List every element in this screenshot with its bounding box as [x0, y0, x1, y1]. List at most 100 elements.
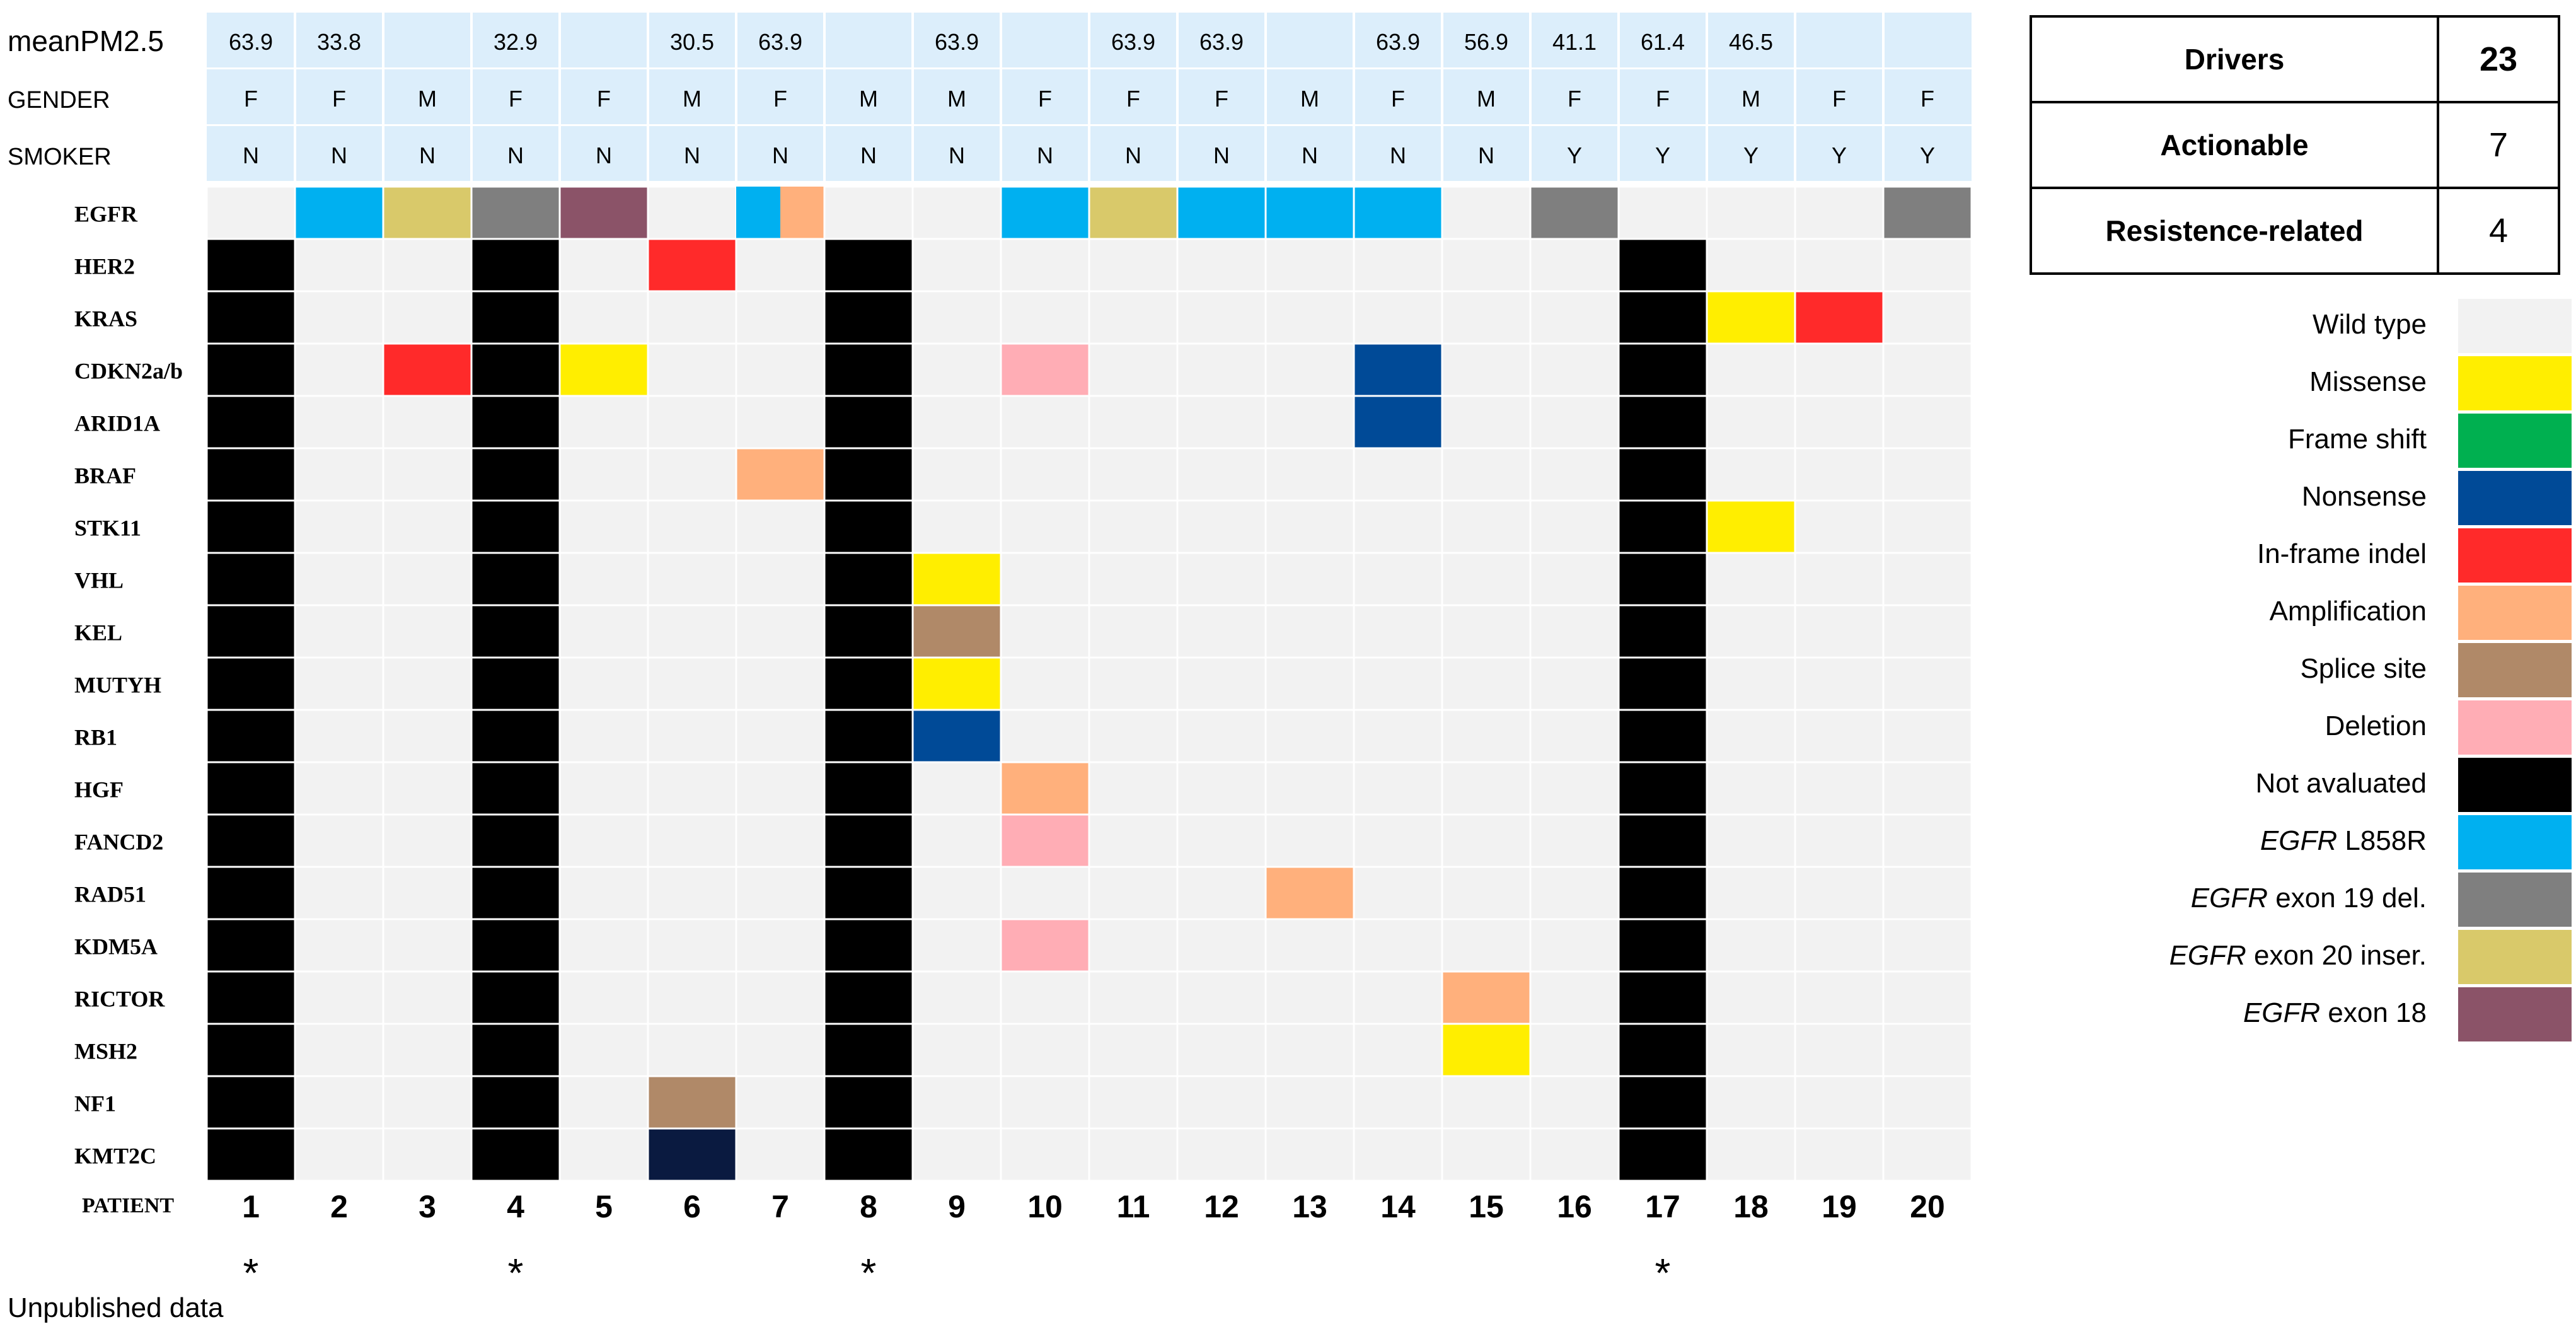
heatmap-cell: [1176, 499, 1267, 554]
header-value: Y: [1920, 142, 1935, 168]
heatmap-cell: [1441, 447, 1532, 502]
heatmap-cell: [205, 552, 296, 606]
heatmap-cell: [382, 238, 473, 293]
heatmap-cell: [294, 395, 384, 450]
legend-swatch: [2458, 586, 2572, 640]
heatmap-cell: [1529, 1075, 1620, 1130]
heatmap-cell: [647, 866, 737, 920]
heatmap-cell: [1706, 656, 1796, 711]
heatmap-cell: [1264, 238, 1355, 293]
gene-label: MSH2: [74, 1039, 137, 1064]
heatmap-cell: [1794, 342, 1885, 397]
header-value: N: [1125, 142, 1141, 168]
heatmap-cell: [558, 1127, 649, 1182]
heatmap-cell: [470, 290, 561, 345]
header-value: N: [596, 142, 612, 168]
heatmap-cell: [1529, 1023, 1620, 1077]
heatmap-cell: [735, 1075, 826, 1130]
heatmap-cell: [823, 813, 914, 868]
heatmap-cell: [1441, 970, 1532, 1025]
heatmap-cell: [1617, 185, 1708, 240]
patient-tick-label: 2: [330, 1189, 348, 1224]
heatmap-cell: [1176, 918, 1267, 973]
heatmap-cell: [1441, 813, 1532, 868]
heatmap-cell: [1353, 813, 1443, 868]
heatmap-cell: [382, 552, 473, 606]
gene-label: KRAS: [74, 306, 137, 332]
heatmap-cell: [1353, 552, 1443, 606]
header-value: 63.9: [229, 29, 273, 55]
header-value: Y: [1567, 142, 1582, 168]
heatmap-cell: [1000, 709, 1090, 763]
heatmap-cell: [1000, 970, 1090, 1025]
heatmap-cell: [1706, 447, 1796, 502]
heatmap-cell: [558, 1075, 649, 1130]
heatmap-cell: [1088, 604, 1179, 659]
heatmap-cell: [1706, 970, 1796, 1025]
heatmap-cell: [1706, 1075, 1796, 1130]
header-value: 63.9: [935, 29, 979, 55]
heatmap-cell: [911, 866, 1002, 920]
heatmap-cell: [1088, 709, 1179, 763]
heatmap-cell: [911, 447, 1002, 502]
gene-label: HER2: [74, 254, 135, 279]
heatmap-cell: [1176, 342, 1267, 397]
heatmap-cell: [1000, 342, 1090, 397]
heatmap-cell: [647, 342, 737, 397]
header-value: 63.9: [1199, 29, 1244, 55]
gene-label: FANCD2: [74, 830, 163, 855]
heatmap-cell: [1264, 552, 1355, 606]
legend-label: Not avaluated: [2255, 768, 2427, 799]
header-value: N: [507, 142, 524, 168]
header-value: F: [1126, 86, 1140, 112]
heatmap-cell: [647, 761, 737, 816]
summary-row-drivers: Drivers 23: [2030, 15, 2560, 103]
legend-item: Nonsense: [2130, 468, 2572, 528]
heatmap-cell: [1264, 1075, 1355, 1130]
heatmap-cell: [1000, 499, 1090, 554]
heatmap-cell: [1176, 447, 1267, 502]
heatmap-cell: [647, 918, 737, 973]
heatmap-cell: [1441, 918, 1532, 973]
heatmap-cell: [205, 709, 296, 763]
heatmap-cell: [1264, 656, 1355, 711]
legend-label: EGFR exon 19 del.: [2190, 883, 2427, 914]
legend-swatch: [2458, 471, 2572, 525]
heatmap-cell: [1882, 499, 1973, 554]
legend-label: Splice site: [2300, 653, 2427, 684]
heatmap-cell: [647, 552, 737, 606]
heatmap-cell: [1088, 1075, 1179, 1130]
heatmap-cell: [1264, 761, 1355, 816]
heatmap-cell: [1353, 970, 1443, 1025]
heatmap-cell: [647, 1127, 737, 1182]
heatmap-cell: [1088, 1127, 1179, 1182]
heatmap-cell: [1617, 552, 1708, 606]
heatmap-cell: [1706, 866, 1796, 920]
heatmap-cell: [1176, 290, 1267, 345]
header-value: M: [1477, 86, 1496, 112]
star-marker: *: [1655, 1250, 1671, 1296]
header-value: N: [1213, 142, 1230, 168]
heatmap-cell: [911, 1023, 1002, 1077]
heatmap-cell: [1529, 552, 1620, 606]
heatmap-cell: [1617, 447, 1708, 502]
legend-item: Amplification: [2130, 583, 2572, 642]
summary-label: Drivers: [2030, 15, 2439, 103]
heatmap-cell: [558, 813, 649, 868]
heatmap-cell: [647, 290, 737, 345]
heatmap-cell: [205, 499, 296, 554]
header-value: N: [1390, 142, 1406, 168]
heatmap-cell: [1882, 238, 1973, 293]
heatmap-cell: [1882, 1075, 1973, 1130]
header-value: F: [509, 86, 523, 112]
heatmap-cell: [558, 238, 649, 293]
heatmap-cell: [647, 499, 737, 554]
heatmap-cell: [911, 709, 1002, 763]
heatmap-cell: [470, 447, 561, 502]
heatmap-cell: [1617, 1075, 1708, 1130]
heatmap-cell: [470, 552, 561, 606]
heatmap-cell: [1000, 447, 1090, 502]
header-label: SMOKER: [8, 144, 112, 170]
heatmap-cell: [470, 1127, 561, 1182]
summary-row-resistance: Resistence-related 4: [2030, 187, 2560, 275]
